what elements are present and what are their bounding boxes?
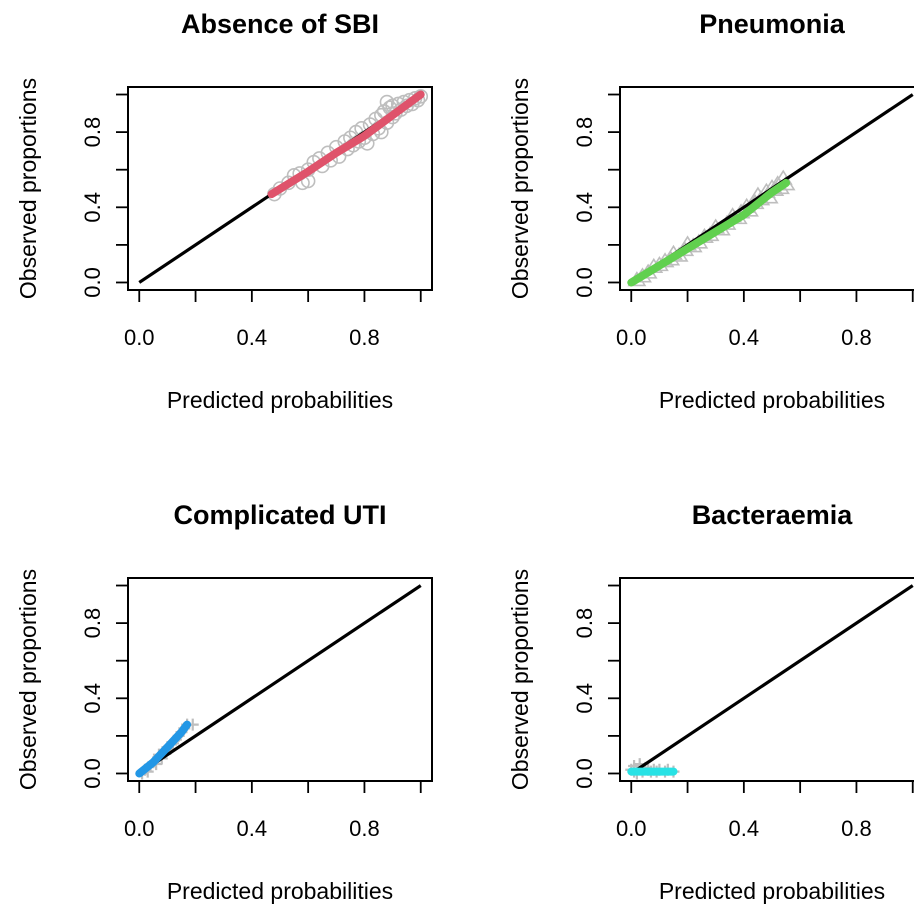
x-tick-label: 0.8 bbox=[841, 816, 872, 841]
x-axis-label: Predicted probabilities bbox=[659, 878, 885, 904]
calibration-panel-2: Pneumonia 0.0 0.4 0.8 0.0 0.4 0.8 Predicted pro… bbox=[507, 9, 914, 413]
x-axis-label: Predicted probabilities bbox=[659, 387, 885, 413]
x-tick-label: 0.0 bbox=[616, 325, 647, 350]
y-tick-label: 0.8 bbox=[572, 608, 597, 639]
x-tick-label: 0.0 bbox=[124, 325, 155, 350]
x-tick-label: 0.4 bbox=[729, 816, 760, 841]
y-tick-label: 0.8 bbox=[80, 608, 105, 639]
reference-line bbox=[138, 584, 422, 775]
y-tick-label: 0.4 bbox=[80, 683, 105, 714]
y-tick-label: 0.4 bbox=[80, 192, 105, 223]
x-axis-label: Predicted probabilities bbox=[167, 878, 393, 904]
chart-title: Bacteraemia bbox=[692, 500, 854, 530]
y-tick-label: 0.8 bbox=[572, 117, 597, 148]
plot-frame bbox=[619, 577, 914, 782]
chart-title: Pneumonia bbox=[699, 9, 846, 39]
calibration-curve bbox=[135, 720, 192, 778]
plot-frame bbox=[127, 86, 433, 291]
reference-line bbox=[630, 584, 914, 775]
plot-area bbox=[627, 93, 914, 287]
plot-area bbox=[138, 89, 429, 284]
y-tick-label: 0.0 bbox=[80, 758, 105, 789]
x-tick-label: 0.8 bbox=[349, 816, 380, 841]
x-tick-label: 0.8 bbox=[841, 325, 872, 350]
chart-title: Complicated UTI bbox=[173, 500, 386, 530]
plot-area bbox=[625, 584, 914, 780]
y-axis-label: Observed proportions bbox=[507, 78, 533, 299]
calibration-panel-1: Absence of SBI 0.0 0.4 0.8 0.0 0.4 0.8 Predicte… bbox=[15, 9, 433, 413]
y-tick-label: 0.0 bbox=[572, 758, 597, 789]
y-axis-label: Observed proportions bbox=[15, 78, 41, 299]
y-tick-label: 0.4 bbox=[572, 192, 597, 223]
y-tick-label: 0.8 bbox=[80, 117, 105, 148]
x-tick-label: 0.4 bbox=[237, 816, 268, 841]
plot-area bbox=[135, 584, 422, 780]
y-tick-label: 0.4 bbox=[572, 683, 597, 714]
calibration-curve bbox=[627, 178, 791, 287]
y-axis-label: Observed proportions bbox=[507, 569, 533, 790]
y-axis-label: Observed proportions bbox=[15, 569, 41, 790]
x-axis-label: Predicted probabilities bbox=[167, 387, 393, 413]
x-tick-label: 0.8 bbox=[349, 325, 380, 350]
x-tick-label: 0.0 bbox=[124, 816, 155, 841]
plot-frame bbox=[619, 86, 914, 291]
x-tick-label: 0.0 bbox=[616, 816, 647, 841]
y-tick-label: 0.0 bbox=[80, 267, 105, 298]
y-tick-label: 0.0 bbox=[572, 267, 597, 298]
x-tick-label: 0.4 bbox=[729, 325, 760, 350]
x-tick-label: 0.4 bbox=[237, 325, 268, 350]
chart-title: Absence of SBI bbox=[181, 9, 379, 39]
calibration-curve bbox=[267, 90, 425, 199]
plot-frame bbox=[127, 577, 433, 782]
calibration-panel-3: Complicated UTI 0.0 0.4 0.8 0.0 0.4 0.8 Predict… bbox=[15, 500, 433, 904]
calibration-panel-4: Bacteraemia 0.0 0.4 0.8 0.0 0.4 0.8 Predicted p… bbox=[507, 500, 914, 904]
